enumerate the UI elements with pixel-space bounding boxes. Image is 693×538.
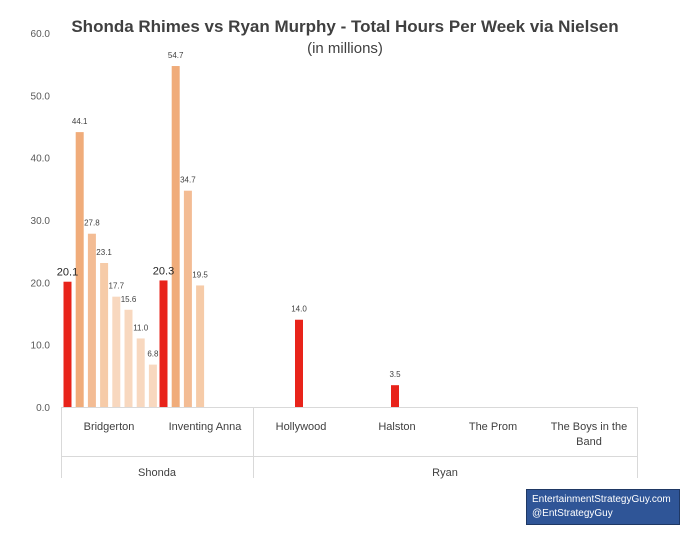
- chart-title: Shonda Rhimes vs Ryan Murphy - Total Hou…: [71, 17, 618, 36]
- bar: [391, 385, 399, 407]
- data-label: 20.1: [57, 267, 78, 279]
- data-label: 34.7: [180, 176, 196, 185]
- data-label: 44.1: [72, 117, 88, 126]
- category-label: Bridgerton: [84, 421, 135, 433]
- y-tick-label: 10.0: [31, 341, 51, 352]
- credit-handle: @EntStrategyGuy: [532, 508, 613, 519]
- y-tick-label: 20.0: [31, 278, 51, 289]
- bar: [75, 132, 84, 408]
- bar: [171, 66, 180, 407]
- y-tick-label: 30.0: [31, 216, 51, 227]
- bar: [183, 190, 192, 407]
- bar: [159, 280, 168, 407]
- data-label: 19.5: [192, 270, 208, 279]
- data-label: 6.8: [147, 350, 159, 359]
- y-tick-label: 0.0: [36, 403, 50, 414]
- bar: [136, 338, 145, 407]
- data-label: 17.7: [109, 282, 125, 291]
- data-label: 11.0: [133, 323, 149, 332]
- chart-subtitle: (in millions): [307, 40, 383, 57]
- bar: [148, 364, 157, 407]
- credit-website: EntertainmentStrategyGuy.com: [532, 494, 671, 505]
- data-label: 15.6: [121, 295, 137, 304]
- bar: [100, 263, 109, 407]
- y-tick-label: 50.0: [31, 91, 51, 102]
- category-label: Inventing Anna: [169, 421, 243, 433]
- category-label: Hollywood: [276, 421, 327, 433]
- bar: [124, 309, 133, 407]
- data-label: 3.5: [389, 370, 401, 379]
- bar: [196, 285, 205, 407]
- bar: [63, 281, 72, 407]
- category-label: Halston: [378, 421, 415, 433]
- bar: [112, 296, 121, 407]
- group-label: Shonda: [138, 467, 177, 479]
- category-label: The Prom: [469, 421, 517, 433]
- data-label: 20.3: [153, 265, 174, 277]
- data-label: 27.8: [84, 219, 100, 228]
- y-tick-label: 40.0: [31, 154, 51, 165]
- category-label: The Boys in the Band: [551, 421, 627, 448]
- data-label: 23.1: [96, 248, 112, 257]
- data-label: 14.0: [291, 305, 307, 314]
- data-label: 54.7: [168, 51, 184, 60]
- y-tick-label: 60.0: [31, 29, 51, 40]
- group-label: Ryan: [432, 467, 458, 479]
- bar: [295, 319, 303, 407]
- credit-box: EntertainmentStrategyGuy.com @EntStrateg…: [526, 489, 680, 525]
- bar: [87, 233, 96, 407]
